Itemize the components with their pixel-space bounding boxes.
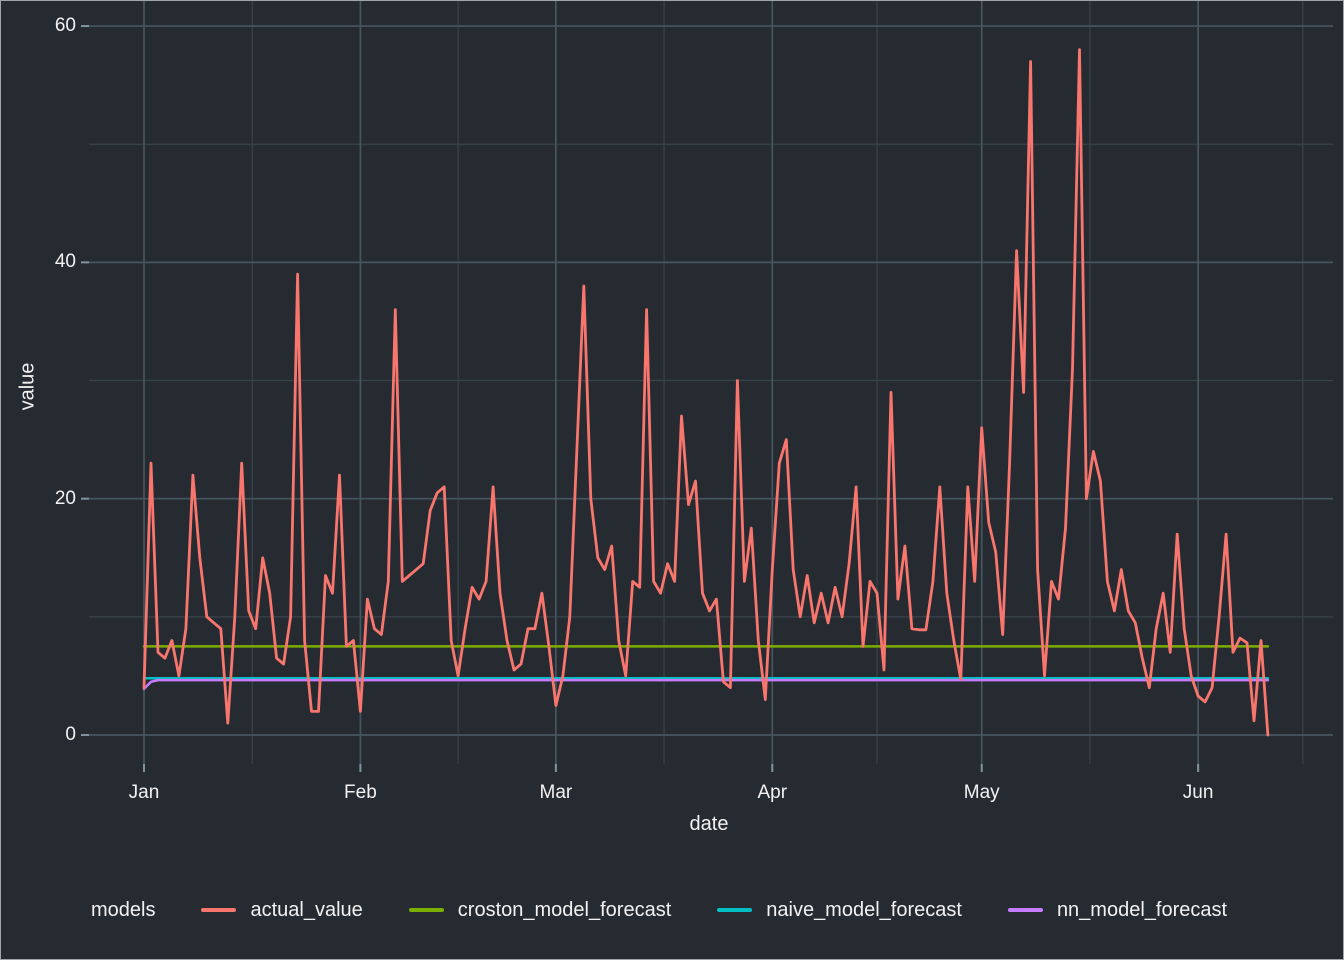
x-axis-title: date xyxy=(689,813,729,835)
x-tick-label-Jan: Jan xyxy=(128,782,160,803)
x-tick-label-Feb: Feb xyxy=(344,782,377,803)
legend-item-actual_value: actual_value xyxy=(201,898,363,922)
legend: models actual_value croston_model_forecas… xyxy=(91,892,1227,928)
series-line-actual_value xyxy=(142,48,1270,737)
legend-item-croston_model_forecast: croston_model_forecast xyxy=(408,898,672,922)
x-tick-label-Apr: Apr xyxy=(757,782,788,803)
legend-item-nn_model_forecast: nn_model_forecast xyxy=(1007,898,1228,922)
legend-label-croston_model_forecast: croston_model_forecast xyxy=(457,898,672,921)
y-tick-label-20: 20 xyxy=(54,487,76,509)
legend-label-nn_model_forecast: nn_model_forecast xyxy=(1056,898,1228,921)
legend-item-naive_model_forecast: naive_model_forecast xyxy=(717,899,962,922)
series-line-nn_model_forecast xyxy=(142,678,1270,691)
legend-title: models xyxy=(91,898,156,921)
x-tick-label-May: May xyxy=(963,782,1000,803)
y-tick-label-0: 0 xyxy=(65,724,76,745)
legend-swatch-nn_model_forecast xyxy=(1007,908,1043,912)
legend-label-naive_model_forecast: naive_model_forecast xyxy=(766,898,962,921)
x-tick-label-Mar: Mar xyxy=(539,782,573,803)
legend-swatch-croston_model_forecast xyxy=(408,908,444,912)
y-axis-title: value xyxy=(16,362,39,411)
y-tick-label-60: 60 xyxy=(54,15,76,37)
legend-swatch-actual_value xyxy=(201,908,237,912)
legend-label-actual_value: actual_value xyxy=(250,898,363,921)
x-tick-label-Jun: Jun xyxy=(1182,782,1214,803)
legend-swatch-naive_model_forecast xyxy=(717,908,753,912)
y-tick-label-40: 40 xyxy=(54,251,76,273)
